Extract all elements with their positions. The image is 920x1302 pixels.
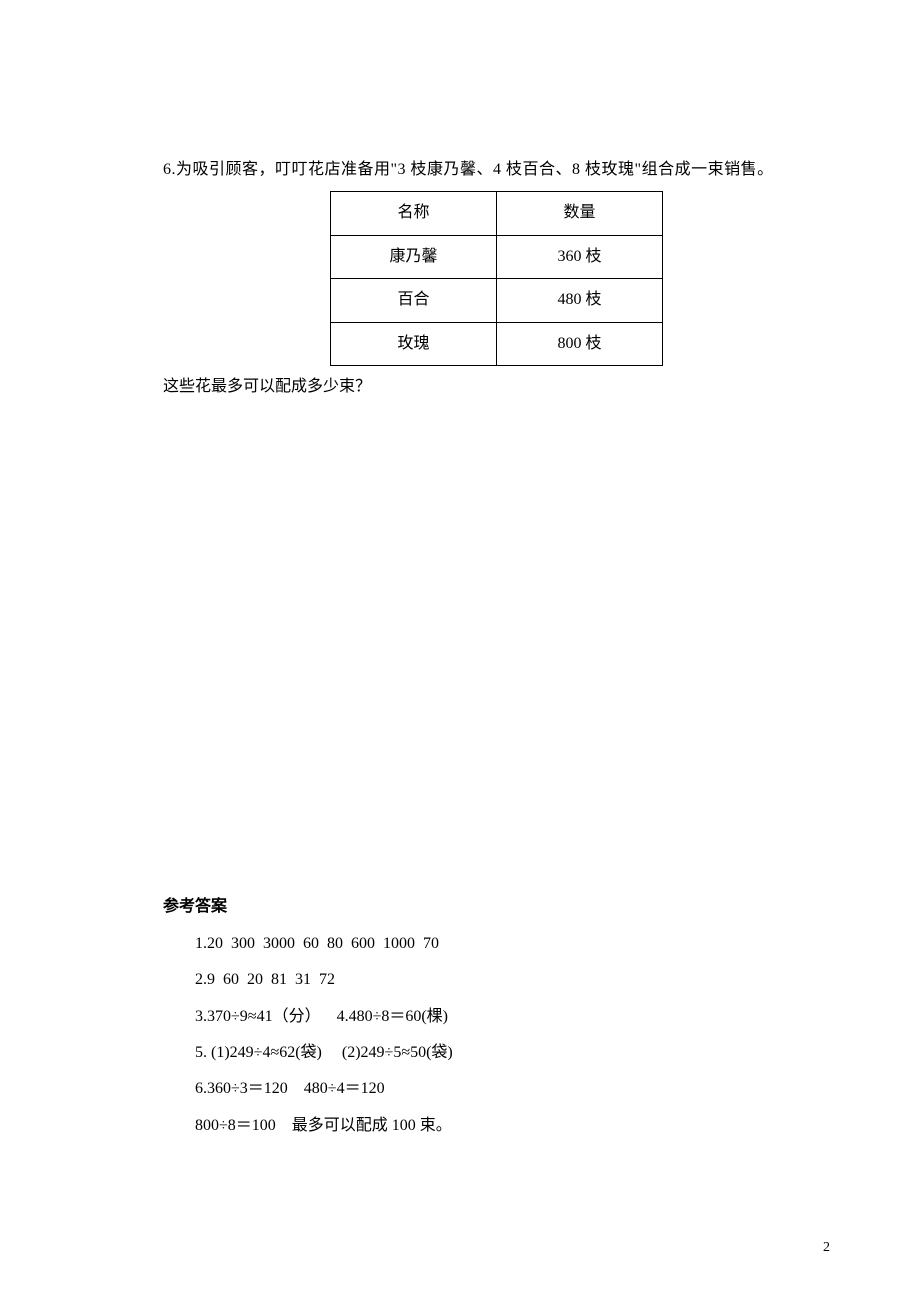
answer-line: 800÷8＝100 最多可以配成 100 束。 [163, 1111, 830, 1141]
table-row: 玫瑰 800 枝 [331, 322, 663, 365]
answer-line: 1.20 300 3000 60 80 600 1000 70 [163, 929, 830, 959]
answers-section: 参考答案 1.20 300 3000 60 80 600 1000 70 2.9… [163, 892, 830, 1141]
table-header-row: 名称 数量 [331, 192, 663, 235]
answers-title: 参考答案 [163, 892, 830, 922]
cell-qty: 800 枝 [497, 322, 663, 365]
cell-name: 玫瑰 [331, 322, 497, 365]
cell-name: 百合 [331, 279, 497, 322]
question-6-prompt: 6.为吸引顾客，叮叮花店准备用"3 枝康乃馨、4 枝百合、8 枝玫瑰"组合成一束… [163, 155, 830, 185]
answer-line: 5. (1)249÷4≈62(袋) (2)249÷5≈50(袋) [163, 1038, 830, 1068]
cell-name: 康乃馨 [331, 235, 497, 278]
table-row: 康乃馨 360 枝 [331, 235, 663, 278]
cell-qty: 480 枝 [497, 279, 663, 322]
question-prompt-text: 为吸引顾客，叮叮花店准备用"3 枝康乃馨、4 枝百合、8 枝玫瑰"组合成一束销售… [176, 161, 774, 178]
question-number: 6. [163, 161, 176, 178]
table-row: 百合 480 枝 [331, 279, 663, 322]
page-number: 2 [823, 1235, 830, 1262]
question-6-followup: 这些花最多可以配成多少束？ [163, 372, 830, 402]
cell-qty: 360 枝 [497, 235, 663, 278]
answer-line: 2.9 60 20 81 31 72 [163, 965, 830, 995]
answer-line: 3.370÷9≈41（分） 4.480÷8＝60(棵) [163, 1002, 830, 1032]
page: 6.为吸引顾客，叮叮花店准备用"3 枝康乃馨、4 枝百合、8 枝玫瑰"组合成一束… [0, 0, 920, 1302]
flower-table: 名称 数量 康乃馨 360 枝 百合 480 枝 玫瑰 800 枝 [330, 191, 663, 366]
answer-line: 6.360÷3＝120 480÷4＝120 [163, 1074, 830, 1104]
col-header-qty: 数量 [497, 192, 663, 235]
col-header-name: 名称 [331, 192, 497, 235]
